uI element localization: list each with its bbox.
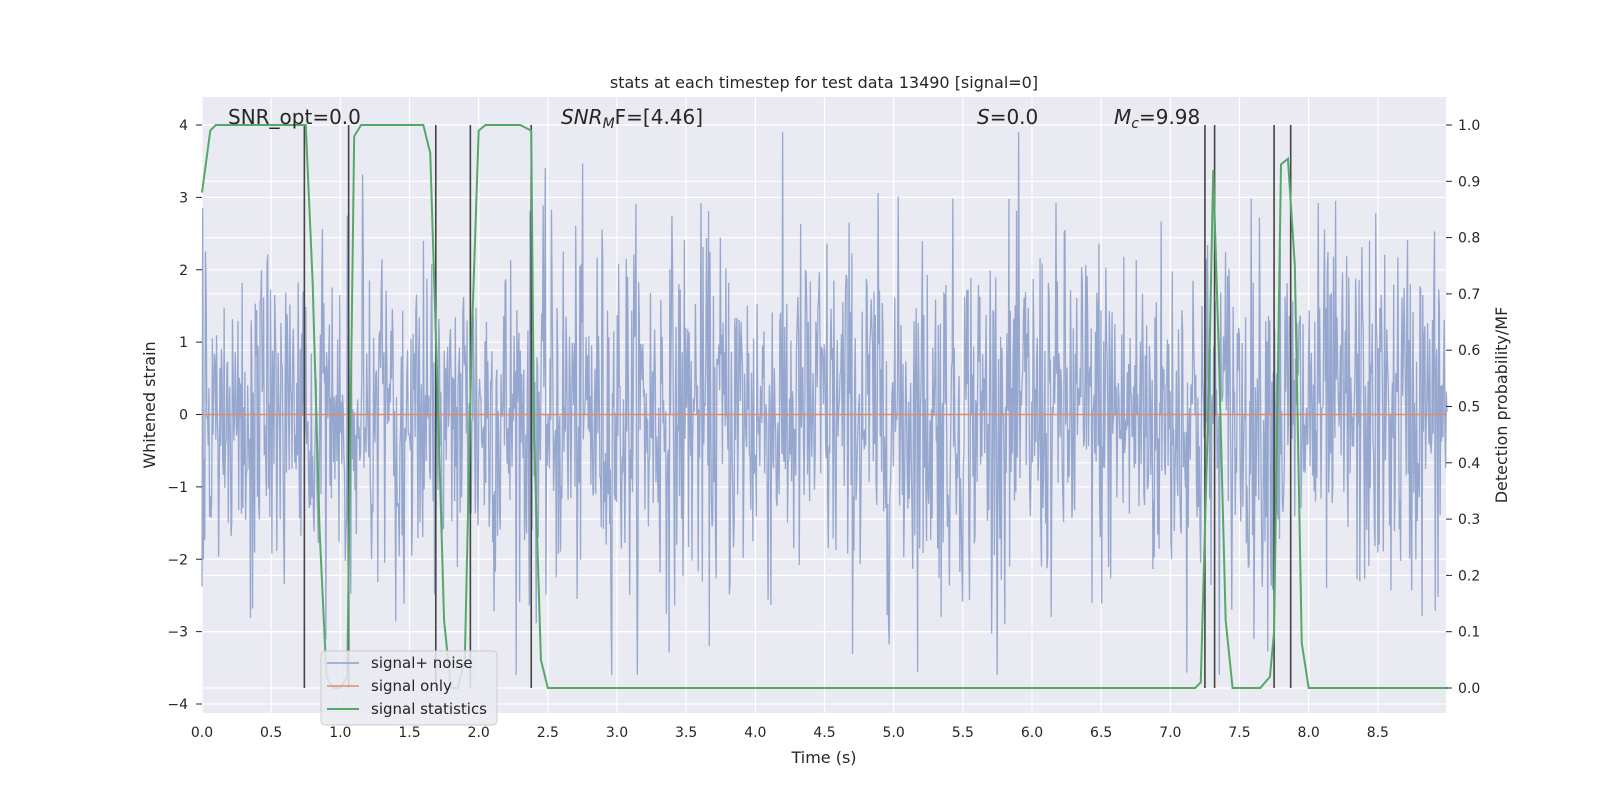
left-y-tick-label: 1 (179, 335, 188, 351)
x-tick-label: 4.0 (744, 725, 766, 741)
x-tick-label: 5.5 (952, 725, 974, 741)
chart-title: stats at each timestep for test data 134… (610, 73, 1038, 92)
x-tick-label: 6.5 (1090, 725, 1112, 741)
right-y-tick-label: 0.1 (1458, 625, 1480, 641)
left-y-tick-label: −1 (167, 480, 188, 496)
left-y-tick-label: −4 (167, 697, 188, 713)
x-tick-label: 0.5 (260, 725, 282, 741)
annotations: SNR_opt=0.0 SNRMF=[4.46] S=0.0 Mc=9.98 (228, 105, 1200, 132)
x-tick-label: 2.0 (468, 725, 490, 741)
right-y-tick-label: 0.8 (1458, 231, 1480, 247)
right-y-tick-label: 1.0 (1458, 118, 1480, 134)
x-tick-label: 5.0 (883, 725, 905, 741)
legend-entry-signal-statistics: signal statistics (371, 700, 487, 718)
legend-entry-signal-only: signal only (371, 677, 452, 695)
right-y-axis-label: Detection probability/MF (1492, 307, 1511, 504)
right-y-tick-label: 0.4 (1458, 456, 1480, 472)
legend-entry-signal-noise: signal+ noise (371, 654, 473, 672)
legend-box (320, 650, 498, 726)
x-tick-label: 1.0 (329, 725, 351, 741)
x-tick-label: 8.5 (1367, 725, 1389, 741)
left-y-tick-label: 2 (179, 263, 188, 279)
left-y-tick-label: 3 (179, 190, 188, 206)
annotation-text: SNR_opt=0.0 (228, 105, 361, 129)
signal-noise-series (201, 132, 1448, 676)
x-tick-label: 0.0 (191, 725, 213, 741)
left-y-axis-ticks: 4 3 2 1 0 −1 −2 −3 −4 (167, 118, 202, 713)
annotation-text: SNRMF=[4.46] (561, 105, 703, 132)
left-y-tick-label: 0 (179, 408, 188, 424)
left-y-tick-label: 4 (179, 118, 188, 134)
right-y-axis-ticks: 1.0 0.9 0.8 0.7 0.6 0.5 0.4 0.3 0.2 0.1 0.0 (1446, 118, 1480, 697)
x-tick-label: 3.5 (675, 725, 697, 741)
legend: signal+ noise signal only signal statist… (320, 650, 498, 726)
left-y-tick-label: −2 (167, 552, 188, 568)
left-y-axis-label: Whitened strain (140, 341, 159, 468)
right-y-tick-label: 0.2 (1458, 568, 1480, 584)
x-tick-label: 6.0 (1021, 725, 1043, 741)
right-y-tick-label: 0.5 (1458, 400, 1480, 416)
x-tick-label: 4.5 (813, 725, 835, 741)
x-tick-label: 2.5 (537, 725, 559, 741)
x-axis-label: Time (s) (790, 748, 856, 767)
x-tick-label: 7.0 (1159, 725, 1181, 741)
right-y-tick-label: 0.9 (1458, 174, 1480, 190)
x-axis-ticks: 0.0 0.5 1.0 1.5 2.0 2.5 3.0 3.5 4.0 4.5 5.0 5.5 6.0 6… (191, 725, 1389, 741)
left-y-tick-label: −3 (167, 625, 188, 641)
right-y-tick-label: 0.3 (1458, 512, 1480, 528)
right-y-tick-label: 0.6 (1458, 343, 1480, 359)
annotation-text: Mc=9.98 (1114, 105, 1200, 132)
right-y-tick-label: 0.7 (1458, 287, 1480, 303)
annotation-text: S=0.0 (977, 105, 1038, 129)
x-tick-label: 3.0 (606, 725, 628, 741)
x-tick-label: 1.5 (398, 725, 420, 741)
x-tick-label: 8.0 (1298, 725, 1320, 741)
x-tick-label: 7.5 (1228, 725, 1250, 741)
signal-noise-line (201, 132, 1448, 676)
grid-layer (201, 97, 1446, 713)
right-y-tick-label: 0.0 (1458, 681, 1480, 697)
